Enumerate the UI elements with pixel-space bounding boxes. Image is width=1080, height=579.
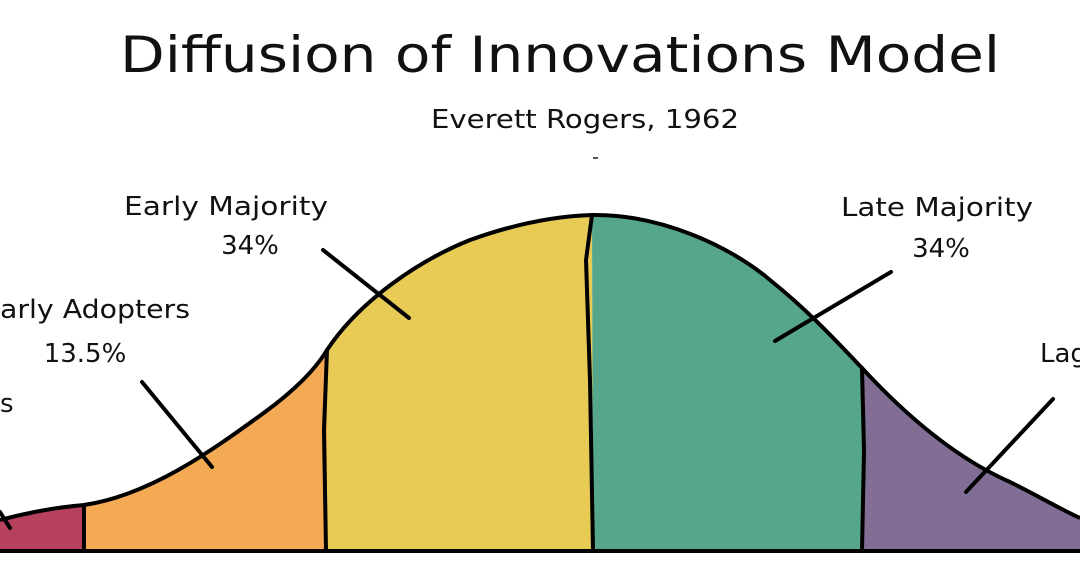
label-early-adopters: arly Adopters 13.5% bbox=[0, 295, 190, 369]
divider-3 bbox=[583, 213, 595, 553]
segment-late-majority bbox=[592, 214, 862, 551]
label-early-majority-percent: 34% bbox=[221, 231, 279, 261]
bell-curve-outline bbox=[0, 212, 1080, 522]
label-early-adopters-percent: 13.5% bbox=[44, 339, 127, 369]
leader-early-majority bbox=[321, 248, 411, 320]
label-late-majority: Late Majority 34% bbox=[841, 193, 1033, 264]
divider-4 bbox=[860, 366, 867, 553]
label-late-majority-name: Late Majority bbox=[841, 193, 1033, 223]
label-laggards: Lag bbox=[1040, 339, 1080, 369]
page-title: Diffusion of Innovations Model bbox=[120, 26, 1000, 84]
segment-early-majority bbox=[327, 215, 593, 551]
divider-2 bbox=[321, 348, 329, 553]
leader-laggards bbox=[964, 397, 1055, 494]
label-early-majority-name: Early Majority bbox=[124, 192, 328, 222]
label-laggards-name: Lag bbox=[1040, 339, 1080, 369]
label-early-majority: Early Majority 34% bbox=[124, 192, 328, 261]
label-innovators-name: s bbox=[0, 389, 14, 419]
segment-early-adopters bbox=[84, 350, 327, 551]
page-subtitle: Everett Rogers, 1962 bbox=[431, 105, 739, 135]
leader-innovators bbox=[0, 510, 12, 530]
segment-dividers bbox=[82, 213, 867, 553]
segment-laggards bbox=[862, 368, 1080, 551]
leader-lines bbox=[0, 248, 1055, 530]
leader-late-majority bbox=[773, 270, 893, 343]
leader-early-adopters bbox=[140, 380, 214, 469]
label-late-majority-percent: 34% bbox=[912, 234, 970, 264]
label-early-adopters-name: arly Adopters bbox=[0, 295, 190, 325]
label-innovators: s bbox=[0, 389, 14, 419]
